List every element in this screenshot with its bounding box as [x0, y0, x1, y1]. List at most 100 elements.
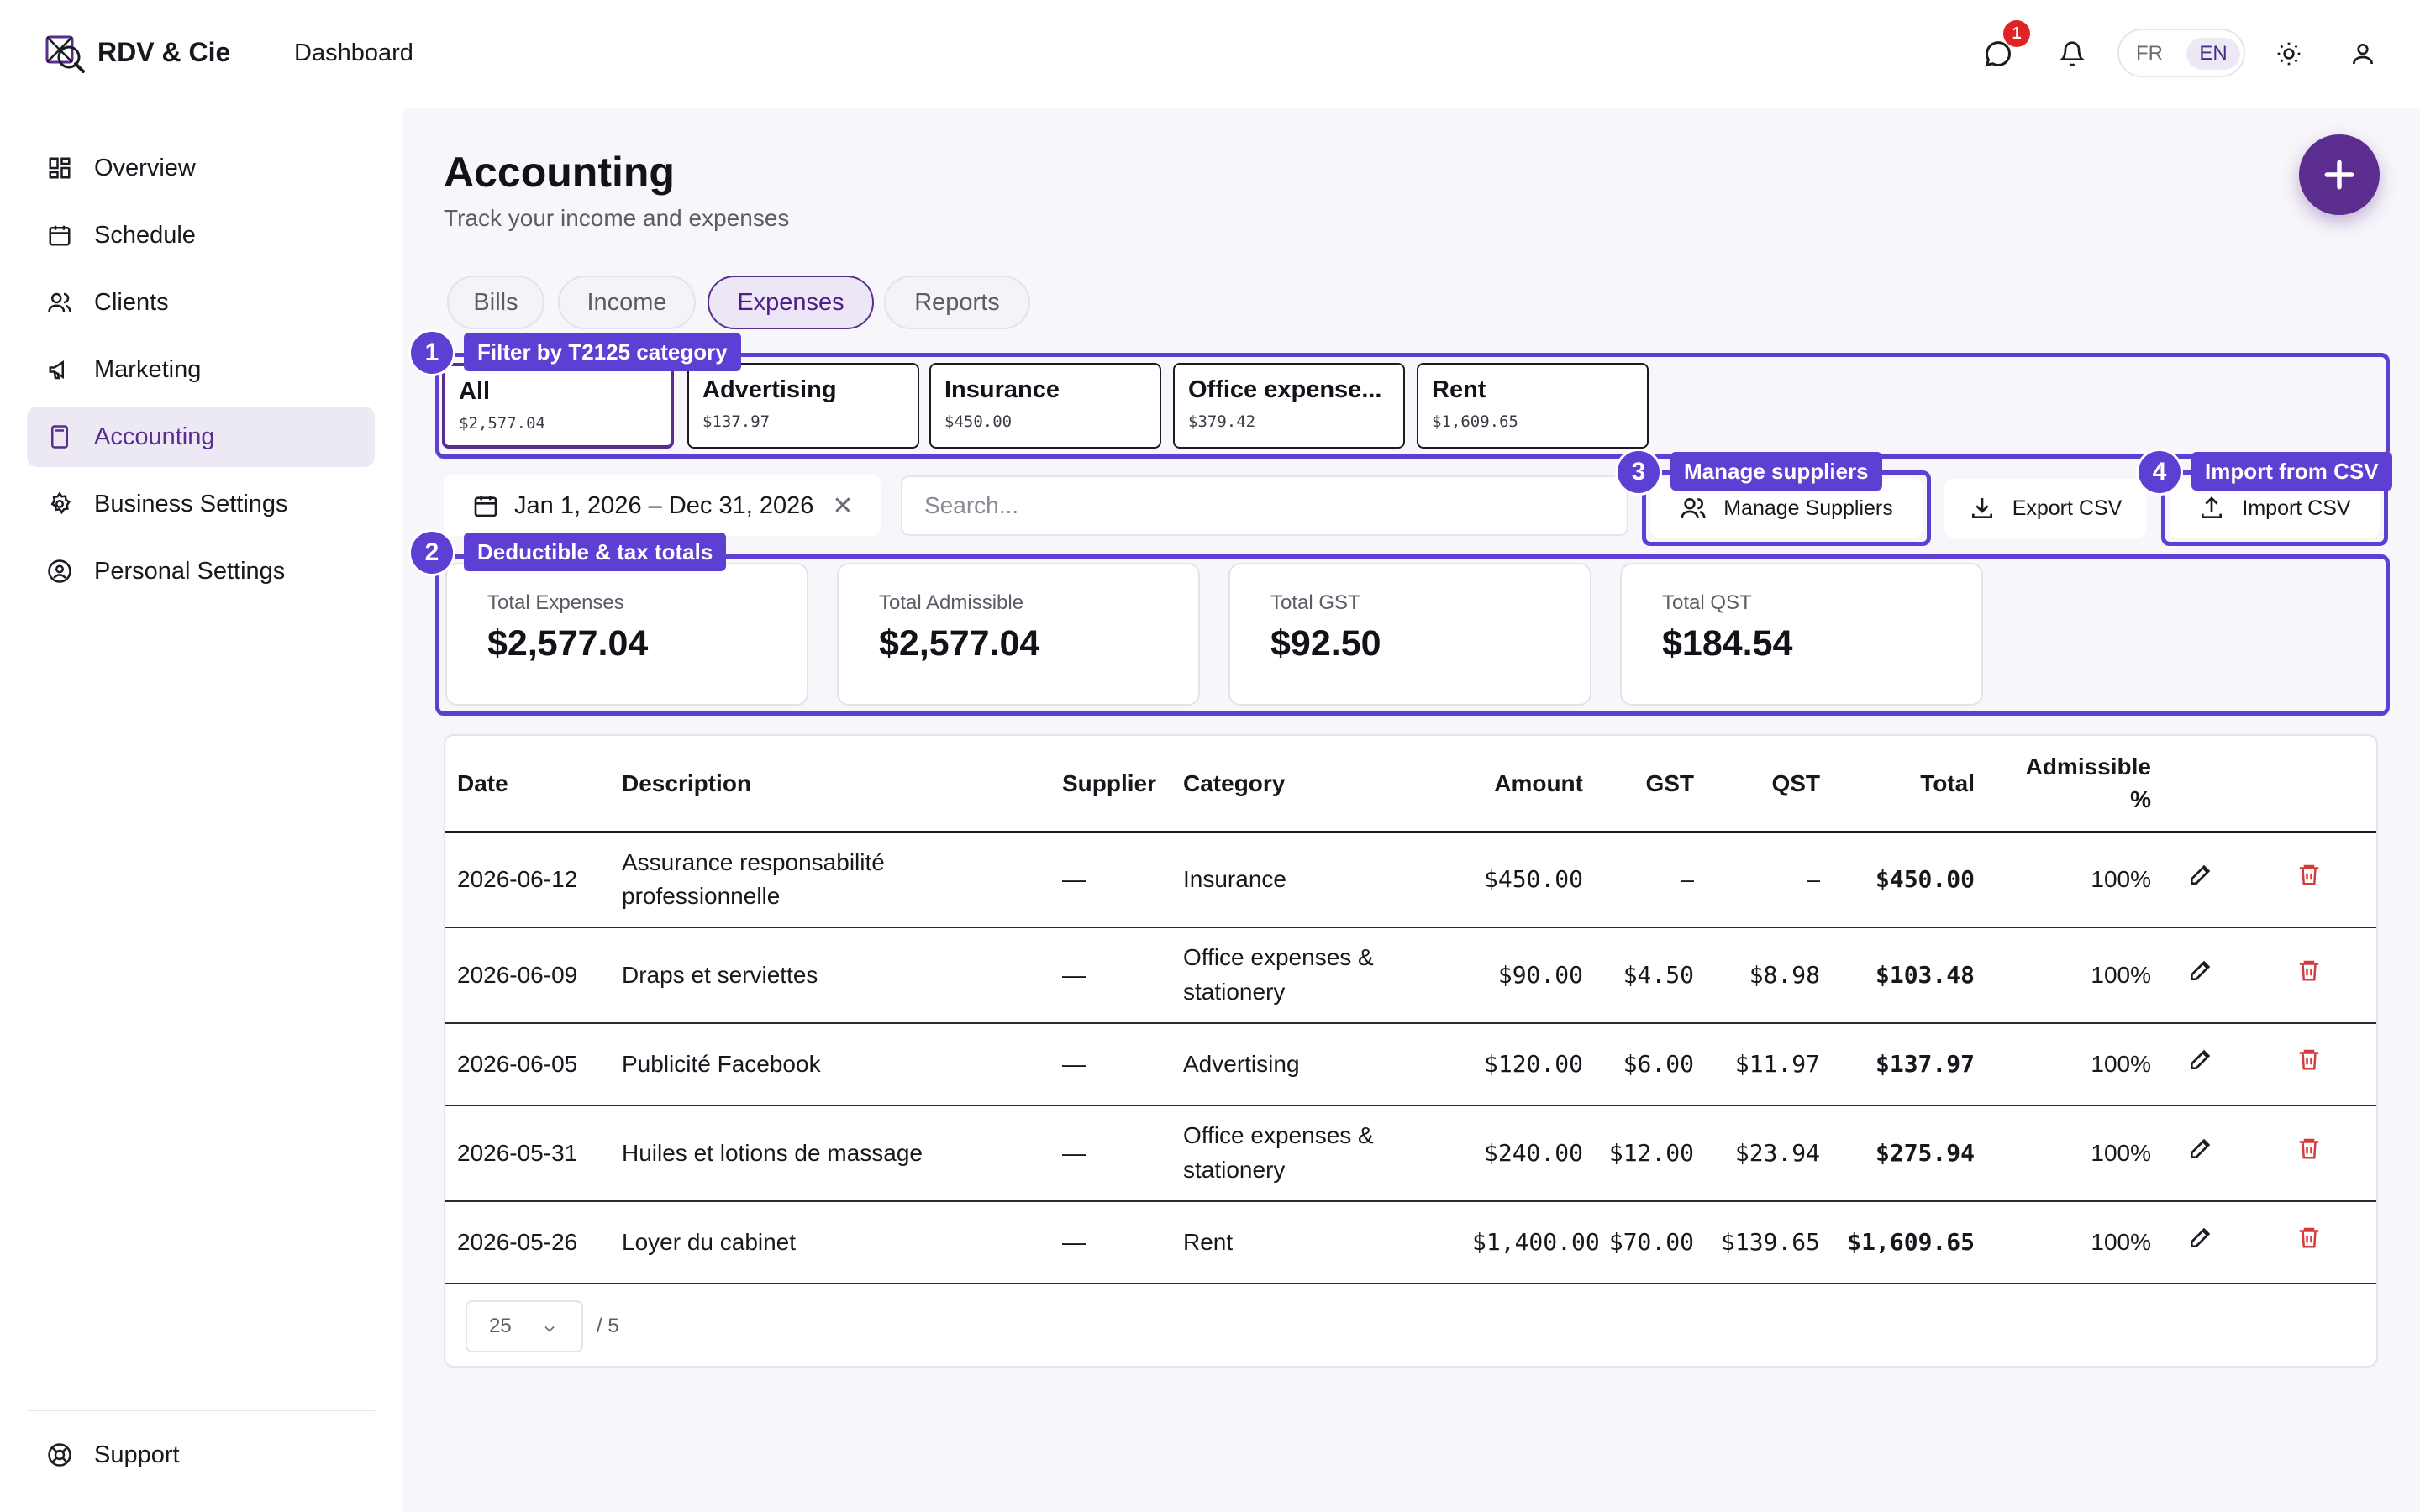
cell-category: Insurance [1171, 832, 1460, 928]
clear-date-icon[interactable]: ✕ [832, 491, 854, 520]
tab-income[interactable]: Income [558, 276, 696, 329]
category-chip-rent[interactable]: Rent $1,609.65 [1417, 363, 1649, 449]
col-date[interactable]: Date [445, 736, 610, 833]
top-bar: RDV & Cie Dashboard 1 FR EN [0, 0, 2420, 108]
sidebar-item-overview[interactable]: Overview [27, 138, 375, 198]
callout-1-box [435, 353, 2390, 459]
category-amount: $1,609.65 [1432, 412, 1518, 431]
table-row[interactable]: 2026-06-12 Assurance responsabilité prof… [445, 832, 2376, 928]
chevron-down-icon [544, 1326, 555, 1332]
cell-total: $275.94 [1832, 1105, 1986, 1202]
import-csv-label: Import CSV [2242, 496, 2351, 520]
sidebar-item-accounting[interactable]: Accounting [27, 407, 375, 467]
date-range-value: Jan 1, 2026 – Dec 31, 2026 [514, 491, 814, 519]
search-input[interactable] [901, 475, 1628, 536]
table-header-row: Date Description Supplier Category Amoun… [445, 736, 2376, 833]
cell-amount: $1,400.00 [1460, 1201, 1600, 1284]
delete-button[interactable] [2238, 927, 2376, 1024]
sidebar-item-schedule[interactable]: Schedule [27, 205, 375, 265]
page-size-value: 25 [489, 1315, 512, 1337]
delete-button[interactable] [2238, 1201, 2376, 1284]
sidebar-item-clients[interactable]: Clients [27, 272, 375, 333]
cell-gst: $70.00 [1595, 1201, 1706, 1284]
sidebar-item-support[interactable]: Support [27, 1425, 375, 1485]
cell-category: Advertising [1171, 1023, 1460, 1106]
calendar-icon [474, 496, 497, 517]
brand-name[interactable]: RDV & Cie [97, 37, 231, 67]
sidebar-item-label: Accounting [94, 423, 215, 450]
col-qst[interactable]: QST [1706, 736, 1832, 833]
category-name: Advertising [702, 376, 837, 403]
sidebar-item-label: Support [94, 1441, 180, 1468]
col-admissible[interactable]: Admissible % [1986, 736, 2163, 833]
delete-button[interactable] [2238, 1105, 2376, 1202]
cell-description: Huiles et lotions de massage [610, 1105, 1050, 1202]
category-chip-advertising[interactable]: Advertising $137.97 [687, 363, 919, 449]
table-row[interactable]: 2026-05-31 Huiles et lotions de massage … [445, 1105, 2376, 1202]
col-gst[interactable]: GST [1595, 736, 1706, 833]
trash-icon [2299, 1138, 2319, 1159]
edit-button[interactable] [2163, 832, 2238, 928]
stat-value: $2,577.04 [487, 623, 649, 664]
theme-sun-icon[interactable] [2267, 32, 2311, 76]
category-chip-office-expenses[interactable]: Office expense... $379.42 [1173, 363, 1405, 449]
lang-en-option[interactable]: EN [2186, 38, 2240, 70]
tab-reports[interactable]: Reports [884, 276, 1030, 329]
pencil-icon [2191, 1049, 2211, 1070]
stat-title: Total QST [1662, 591, 1752, 614]
pencil-icon [2191, 865, 2211, 885]
cell-description: Draps et serviettes [610, 927, 1050, 1024]
callout-4-number: 4 [2136, 449, 2183, 496]
messages-icon[interactable] [1976, 32, 2020, 76]
cell-supplier: — [1050, 927, 1171, 1024]
table-row[interactable]: 2026-06-05 Publicité Facebook — Advertis… [445, 1023, 2376, 1106]
sidebar-item-label: Business Settings [94, 490, 288, 517]
edit-button[interactable] [2163, 1105, 2238, 1202]
col-category[interactable]: Category [1171, 736, 1460, 833]
lang-fr-option[interactable]: FR [2136, 42, 2163, 65]
page-subtitle: Track your income and expenses [444, 205, 790, 231]
sidebar-item-personal-settings[interactable]: Personal Settings [27, 541, 375, 601]
edit-button[interactable] [2163, 927, 2238, 1024]
export-csv-button[interactable]: Export CSV [1944, 479, 2146, 538]
category-chip-insurance[interactable]: Insurance $450.00 [929, 363, 1161, 449]
cell-description: Loyer du cabinet [610, 1201, 1050, 1284]
users-icon [1681, 498, 1706, 519]
brand-logo-icon[interactable] [44, 32, 86, 74]
col-edit [2163, 736, 2238, 833]
tab-expenses[interactable]: Expenses [708, 276, 874, 329]
sidebar-item-business-settings[interactable]: Business Settings [27, 474, 375, 534]
col-delete [2238, 736, 2376, 833]
cell-total: $450.00 [1832, 832, 1986, 928]
page-title: Accounting [444, 149, 675, 196]
category-chip-all[interactable]: All $2,577.04 [442, 363, 674, 449]
tab-bills[interactable]: Bills [447, 276, 544, 329]
col-supplier[interactable]: Supplier [1050, 736, 1171, 833]
callout-4-label: Import from CSV [2191, 452, 2392, 491]
date-range-picker[interactable]: Jan 1, 2026 – Dec 31, 2026 ✕ [444, 475, 881, 536]
breadcrumb-dashboard[interactable]: Dashboard [294, 39, 413, 66]
cell-supplier: — [1050, 1105, 1171, 1202]
edit-button[interactable] [2163, 1023, 2238, 1106]
pencil-icon [2191, 960, 2211, 981]
bell-icon[interactable] [2050, 32, 2094, 76]
col-description[interactable]: Description [610, 736, 1050, 833]
add-button[interactable] [2299, 134, 2380, 215]
col-amount[interactable]: Amount [1460, 736, 1595, 833]
cell-total: $1,609.65 [1832, 1201, 1986, 1284]
callout-2-box [435, 554, 2390, 716]
sidebar-item-label: Personal Settings [94, 557, 286, 585]
page-size-select[interactable]: 25 [466, 1300, 583, 1352]
edit-button[interactable] [2163, 1201, 2238, 1284]
total-pages: / 5 [597, 1315, 619, 1337]
language-toggle[interactable]: FR EN [2118, 29, 2245, 77]
trash-icon [2299, 1049, 2319, 1070]
delete-button[interactable] [2238, 832, 2376, 928]
table-row[interactable]: 2026-05-26 Loyer du cabinet — Rent $1,40… [445, 1201, 2376, 1284]
col-total[interactable]: Total [1832, 736, 1986, 833]
callout-2-number: 2 [408, 529, 455, 576]
sidebar-item-marketing[interactable]: Marketing [27, 339, 375, 400]
table-row[interactable]: 2026-06-09 Draps et serviettes — Office … [445, 927, 2376, 1024]
delete-button[interactable] [2238, 1023, 2376, 1106]
user-account-icon[interactable] [2341, 32, 2385, 76]
